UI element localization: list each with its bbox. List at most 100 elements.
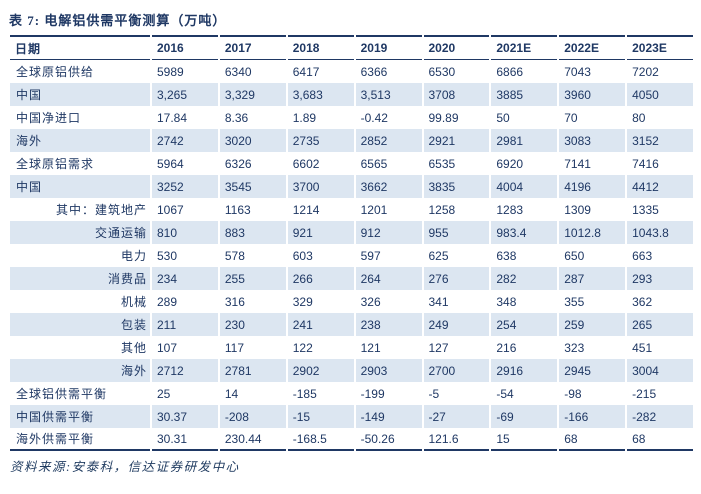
table-cell: 4412 [627, 175, 693, 198]
table-cell: 883 [219, 221, 286, 244]
table-cell: 3,265 [152, 83, 218, 106]
table-cell: 80 [632, 110, 646, 125]
table-cell: -15 [287, 405, 354, 428]
table-cell: 2902 [287, 359, 354, 382]
table-cell: 451 [632, 340, 653, 355]
table-cell: 1012.8 [559, 221, 626, 244]
row-label: 海外 [10, 129, 150, 152]
row-label: 中国供需平衡 [10, 405, 150, 428]
table-cell: 50 [496, 110, 510, 125]
column-header-year: 2016 [152, 35, 218, 60]
row-label: 海外 [10, 359, 150, 382]
table-cell: 122 [292, 340, 313, 355]
table-cell: 30.37 [152, 405, 218, 428]
table-cell: 7141 [564, 156, 591, 171]
table-row: 机械 289 316 329 326 341 348 355 362 [10, 290, 693, 313]
table-cell: 289 [157, 294, 178, 309]
row-label: 中国净进口 [16, 111, 82, 125]
table-row: 中国 3252 3545 3700 3662 3835 4004 4196 4412 [10, 175, 693, 198]
table-cell: 2903 [355, 359, 422, 382]
table-cell: 6530 [428, 64, 456, 79]
table-cell: 121 [360, 340, 381, 355]
table-cell: 7202 [632, 64, 659, 79]
table-row: 其他 107 117 122 121 127 216 323 451 [10, 336, 693, 359]
table-row: 海外供需平衡 30.31 230.44 -168.5 -50.26 121.6 15 68 68 [10, 428, 693, 451]
table-cell: 2916 [491, 359, 558, 382]
column-header-year: 2023E [627, 35, 693, 60]
table-cell: 255 [219, 267, 286, 290]
table-cell: 810 [152, 221, 218, 244]
table-cell: 362 [632, 294, 653, 309]
table-cell: 3835 [423, 175, 490, 198]
table-cell: 983.4 [491, 221, 558, 244]
table-cell: 2781 [219, 359, 286, 382]
table-title: 表 7: 电解铝供需平衡测算（万吨） [9, 13, 227, 28]
row-label: 其中：建筑地产 [55, 203, 147, 217]
table-cell: 8.36 [224, 110, 249, 125]
table-cell: 15 [491, 428, 558, 451]
table-cell: 323 [564, 340, 585, 355]
table-cell: 6866 [496, 64, 524, 79]
table-cell: 211 [152, 313, 218, 336]
table-cell: 7416 [632, 156, 659, 171]
row-label: 其他 [120, 341, 147, 355]
table-cell: 663 [632, 248, 653, 263]
table-cell: -215 [632, 386, 657, 401]
table-cell: 234 [152, 267, 218, 290]
table-cell: 3,683 [287, 83, 354, 106]
row-label: 全球原铝供给 [16, 65, 95, 79]
table-cell: 238 [355, 313, 422, 336]
row-label: 全球铝供需平衡 [16, 387, 108, 401]
table-cell: -54 [496, 386, 514, 401]
table-cell: 1043.8 [627, 221, 693, 244]
table-cell: 6535 [428, 156, 456, 171]
column-header-year: 2022E [559, 35, 626, 60]
table-cell: 355 [564, 294, 585, 309]
column-header-year: 2018 [287, 35, 354, 60]
table-cell: 99.89 [428, 110, 459, 125]
table-cell: 3960 [559, 83, 626, 106]
table-cell: 1163 [224, 202, 251, 217]
table-cell: 127 [428, 340, 449, 355]
table-cell: 2945 [559, 359, 626, 382]
table-cell: 6920 [496, 156, 524, 171]
column-header-year: 2017 [219, 35, 286, 60]
table-cell: 14 [224, 386, 239, 401]
table-cell: 4004 [491, 175, 558, 198]
row-label: 包装 [10, 313, 150, 336]
table-cell: 578 [224, 248, 245, 263]
table-cell: 1335 [632, 202, 659, 217]
table-cell: 230.44 [219, 428, 286, 451]
table-cell: 1309 [564, 202, 591, 217]
table-row: 全球铝供需平衡 25 14 -185 -199 -5 -54 -98 -215 [10, 382, 693, 405]
table-cell: 597 [360, 248, 381, 263]
table-cell: 216 [496, 340, 517, 355]
table-cell: -27 [423, 405, 490, 428]
table-cell: 241 [287, 313, 354, 336]
table-row: 交通运输 810 883 921 912 955 983.4 1012.8 1043.8 [10, 221, 693, 244]
row-label: 海外供需平衡 [10, 428, 150, 451]
table-row: 其中：建筑地产 1067 1163 1214 1201 1258 1283 1309 1335 [10, 198, 693, 221]
table-cell: 2852 [355, 129, 422, 152]
table-cell: 30.31 [152, 428, 218, 451]
table-cell: 1283 [496, 202, 524, 217]
table-cell: 3700 [287, 175, 354, 198]
table-cell: 3545 [219, 175, 286, 198]
table-cell: 2742 [152, 129, 218, 152]
table-cell: 3083 [559, 129, 626, 152]
table-cell: 230 [219, 313, 286, 336]
column-header-year: 2021E [491, 35, 558, 60]
table-cell: 650 [564, 248, 585, 263]
table-cell: 3020 [219, 129, 286, 152]
table-cell: 121.6 [423, 428, 490, 451]
table-cell: 3885 [491, 83, 558, 106]
table-cell: 921 [287, 221, 354, 244]
table-row: 全球原铝供给 5989 6340 6417 6366 6530 6866 7043 7202 [10, 60, 693, 83]
table-cell: 6340 [224, 64, 252, 79]
table-cell: 25 [157, 386, 171, 401]
table-cell: 259 [559, 313, 626, 336]
table-cell: -5 [428, 386, 440, 401]
table-cell: 638 [496, 248, 517, 263]
row-label: 中国 [10, 175, 150, 198]
